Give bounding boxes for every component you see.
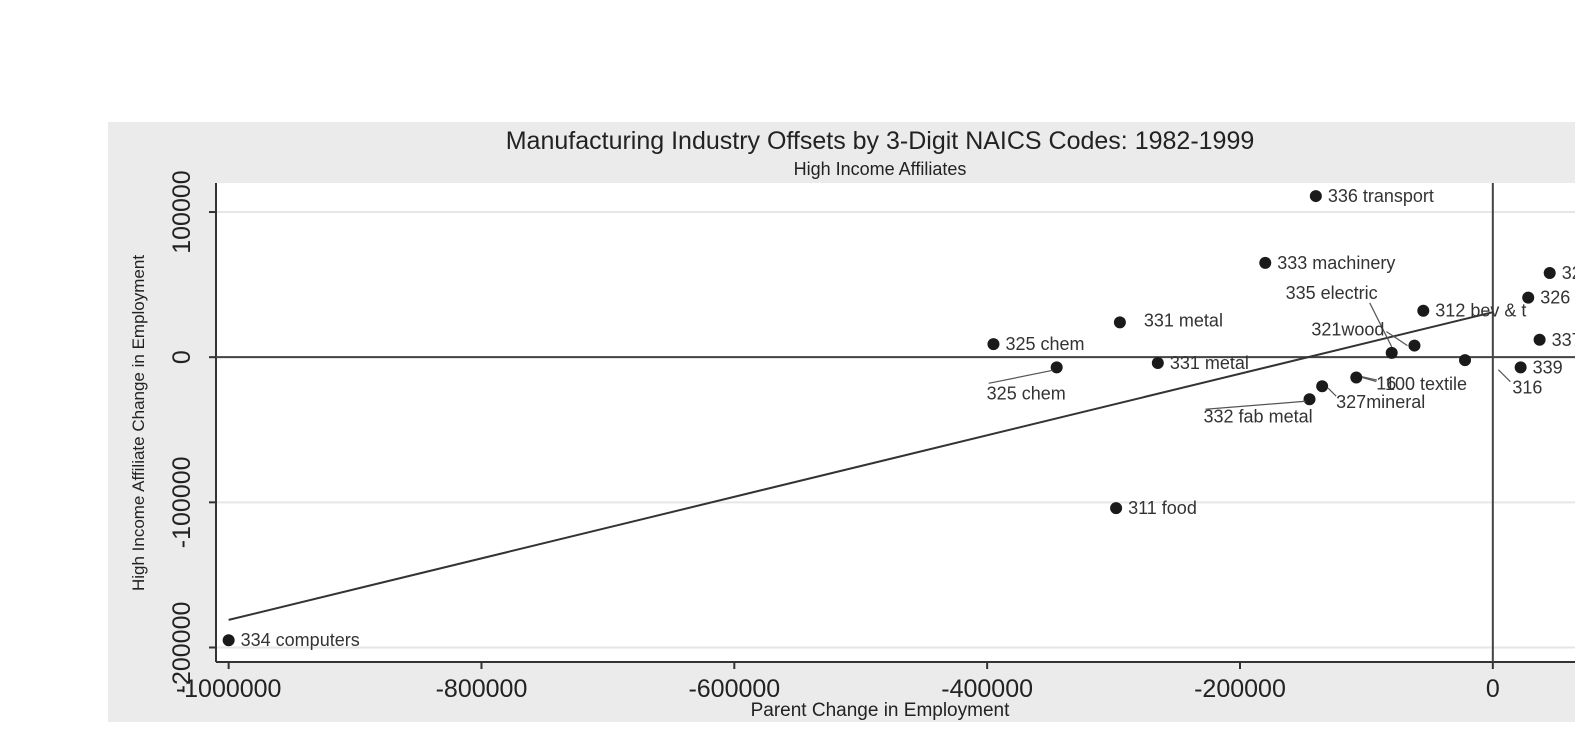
data-point (1110, 502, 1123, 515)
x-tick-label: -600000 (688, 675, 780, 703)
data-point (1303, 393, 1316, 406)
data-point (987, 338, 1000, 351)
data-point-label: 336 transport (1328, 186, 1434, 206)
data-point (1309, 190, 1322, 203)
data-point-label: 321wood (1311, 320, 1384, 340)
label-leader-line (1497, 369, 1511, 383)
data-point-label: 337 (1552, 330, 1575, 350)
data-point (1417, 304, 1430, 317)
data-point-label: 332 fab metal (1204, 406, 1313, 426)
x-tick-label: -800000 (436, 675, 528, 703)
data-point (1151, 356, 1164, 369)
data-point-label: 311 food (1128, 498, 1197, 518)
data-point-label: 325 chem (1005, 334, 1084, 354)
data-point-label: 335 electric (1286, 283, 1378, 303)
data-point-label: 316 (1512, 378, 1542, 398)
data-point-label: 327mineral (1336, 392, 1425, 412)
data-point (1113, 316, 1126, 329)
data-point-label: 32 (1562, 263, 1575, 283)
data-point (1316, 380, 1329, 393)
data-point-label: 16 (1376, 374, 1396, 394)
data-point-label: 334 computers (241, 630, 360, 650)
data-point-label: 331 metal (1170, 353, 1249, 373)
data-point (222, 634, 235, 647)
label-leader-line (1362, 376, 1377, 383)
chart-title: Manufacturing Industry Offsets by 3-Digi… (506, 127, 1255, 155)
data-point (1522, 291, 1535, 304)
label-leader-line (1327, 387, 1337, 397)
plot-area (216, 183, 1575, 662)
x-tick-label: 0 (1486, 675, 1500, 703)
axes: -1000000 -800000 -600000 -400000 -200000 0100… (168, 170, 1575, 703)
label-leader-line (988, 369, 1053, 384)
label-leader-line (1205, 400, 1306, 410)
label-leader-line (1386, 331, 1408, 347)
data-point (1459, 354, 1472, 367)
y-tick-label: 0 (168, 350, 196, 364)
x-tick-label: -200000 (1194, 675, 1286, 703)
data-point (1408, 339, 1421, 352)
label-leader-line (1369, 302, 1393, 348)
data-marks: 336 transport 333 machinery 32 326 312 bev &… (216, 183, 1575, 662)
fit-line (228, 311, 1494, 621)
data-point-label: 339 (1533, 357, 1563, 377)
chart-subtitle: High Income Affiliates (794, 159, 967, 179)
data-point (1050, 361, 1063, 374)
y-tick-label: -100000 (168, 456, 196, 548)
data-point (1350, 371, 1363, 384)
y-tick-label: -200000 (168, 602, 196, 694)
data-point-label: 325 chem (987, 383, 1066, 403)
data-point-label: 331 metal (1144, 310, 1223, 330)
data-point (1259, 256, 1272, 269)
data-point (1385, 346, 1398, 359)
data-point-label: 100 textile (1385, 374, 1467, 394)
data-point (1514, 361, 1527, 374)
x-tick-label: -1000000 (176, 675, 282, 703)
data-point-label: 326 (1540, 288, 1570, 308)
data-point-label: 312 bev & t (1435, 301, 1526, 321)
y-tick-label: 100000 (168, 170, 196, 253)
data-point (1543, 266, 1556, 279)
data-point-label: 333 machinery (1277, 253, 1395, 273)
y-axis-title: High Income Affiliate Change in Employme… (129, 255, 148, 591)
x-tick-label: -400000 (941, 675, 1033, 703)
data-point (1533, 333, 1546, 346)
x-axis-title: Parent Change in Employment (751, 700, 1010, 721)
